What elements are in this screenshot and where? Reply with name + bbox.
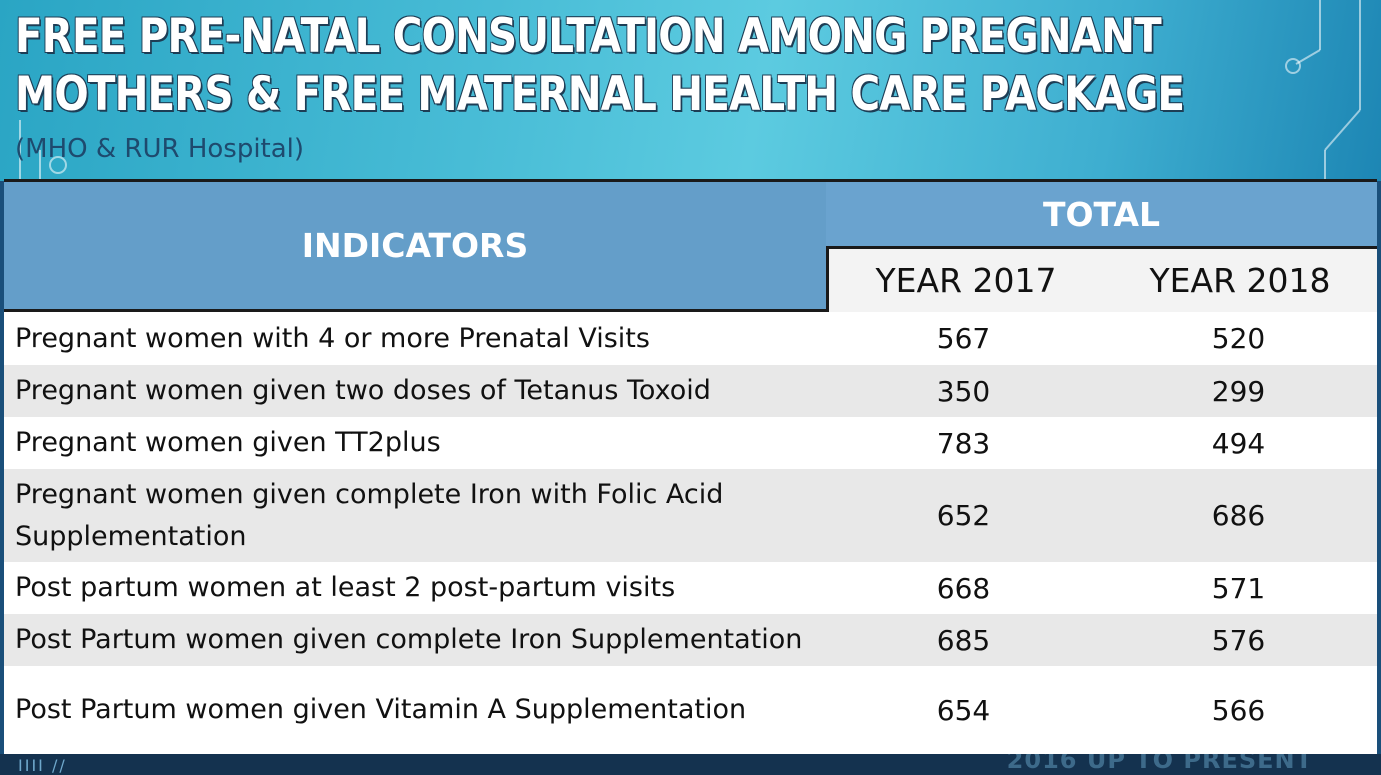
value-2017-cell: 652 [936,499,991,532]
header-indicators: INDICATORS [4,182,826,312]
table-row: Post partum women at least 2 post-partum… [4,562,1377,614]
indicator-cell: Post partum women at least 2 post-partum… [15,572,676,603]
value-2017-cell: 783 [936,426,991,460]
header-total: TOTAL [826,182,1377,246]
table-row: Post Partum women given complete Iron Su… [4,614,1377,666]
value-2018-cell: 494 [1211,426,1266,460]
value-2017-cell: 668 [936,571,991,605]
subtitle: (MHO & RUR Hospital) [15,134,305,164]
value-2018-cell: 571 [1211,571,1266,605]
title-line-2: MOTHERS & FREE MATERNAL HEALTH CARE PACK… [15,67,1185,122]
indicator-cell: Pregnant women given two doses of Tetanu… [15,375,711,406]
indicator-cell: Pregnant women with 4 or more Prenatal V… [15,322,650,354]
table-row: Pregnant women with 4 or more Prenatal V… [4,312,1377,365]
header-year-2018: YEAR 2018 [1149,261,1331,300]
value-2018-cell: 686 [1211,499,1266,532]
table-row: Pregnant women given complete Iron with … [4,469,1377,562]
value-2018-cell: 520 [1211,322,1266,355]
table-row: Pregnant women given TT2plus 783 494 [4,417,1377,469]
indicator-cell: Post Partum women given Vitamin A Supple… [15,694,747,725]
indicator-cell: Pregnant women given complete Iron with … [15,478,724,552]
table-row: Post Partum women given Vitamin A Supple… [4,666,1377,754]
value-2018-cell: 576 [1211,623,1266,657]
value-2018-cell: 299 [1211,374,1266,408]
header-years: YEAR 2017 YEAR 2018 [826,246,1377,312]
table-row: Pregnant women given two doses of Tetanu… [4,365,1377,417]
value-2017-cell: 685 [936,623,991,657]
page-title: FREE PRE-NATAL CONSULTATION AMONG PREGNA… [15,8,1185,124]
footer-bar: IIII // 2016 UP TO PRESENT [0,754,1381,775]
title-line-1: FREE PRE-NATAL CONSULTATION AMONG PREGNA… [15,9,1162,64]
circuit-decoration [19,0,1361,181]
footer-text: 2016 UP TO PRESENT [1006,754,1313,774]
footer-marks: IIII // [18,756,67,775]
header-year-2017: YEAR 2017 [875,261,1057,300]
title-banner: FREE PRE-NATAL CONSULTATION AMONG PREGNA… [0,0,1381,181]
indicator-cell: Pregnant women given TT2plus [15,427,441,458]
value-2017-cell: 567 [936,322,991,355]
table-header: INDICATORS TOTAL YEAR 2017 YEAR 2018 [4,182,1377,312]
value-2018-cell: 566 [1211,693,1266,727]
indicator-cell: Post Partum women given complete Iron Su… [15,624,803,655]
value-2017-cell: 654 [936,693,991,727]
value-2017-cell: 350 [936,374,991,408]
indicators-table: INDICATORS TOTAL YEAR 2017 YEAR 2018 Pre… [4,179,1377,757]
